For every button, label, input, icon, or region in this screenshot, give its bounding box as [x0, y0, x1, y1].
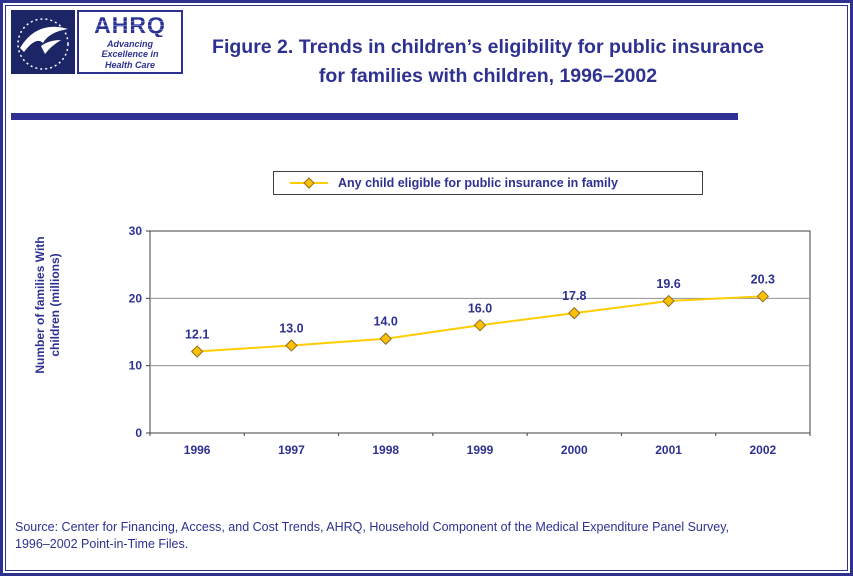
data-point-marker [379, 332, 392, 345]
x-tick-label: 1998 [372, 443, 399, 457]
legend-label: Any child eligible for public insurance … [338, 176, 618, 190]
data-point-marker [756, 290, 770, 303]
y-tick-label: 0 [135, 426, 142, 440]
data-point-marker [568, 306, 581, 320]
data-label: 16.0 [468, 301, 492, 315]
data-label: 20.3 [751, 272, 775, 286]
y-tick-label: 10 [129, 359, 143, 373]
legend-diamond [303, 177, 315, 189]
x-tick-label: 1999 [467, 443, 494, 457]
y-tick-label: 30 [129, 224, 143, 238]
hhs-logo [11, 10, 75, 74]
data-label: 14.0 [374, 315, 398, 329]
page-title: Figure 2. Trends in children’s eligibili… [212, 36, 764, 88]
legend-marker-icon [290, 177, 328, 189]
data-point-marker [190, 345, 204, 358]
title-divider [11, 113, 738, 120]
data-point-marker [285, 339, 298, 352]
data-label: 13.0 [279, 321, 303, 335]
x-tick-label: 2000 [561, 443, 588, 457]
logo-block: AHRQ Advancing Excellence in Health Care [11, 10, 183, 74]
x-tick-label: 1997 [278, 443, 305, 457]
x-tick-label: 1996 [184, 443, 211, 457]
data-label: 19.6 [656, 277, 680, 291]
ahrq-wordmark: AHRQ [94, 11, 166, 38]
legend: Any child eligible for public insurance … [273, 171, 703, 195]
source-note: Source: Center for Financing, Access, an… [15, 520, 730, 551]
data-point-marker [473, 319, 487, 332]
y-tick-label: 20 [129, 291, 143, 305]
ahrq-logo: AHRQ Advancing Excellence in Health Care [77, 10, 183, 74]
data-label: 12.1 [185, 328, 209, 342]
ahrq-tagline: Advancing Excellence in Health Care [101, 38, 159, 70]
hhs-eagle-icon [11, 10, 75, 74]
data-label: 17.8 [562, 289, 586, 303]
x-tick-label: 2002 [750, 443, 777, 457]
line-chart: 0 10 20 30 1996 1997 1998 1999 2000 2001 2002 12.1 1… [129, 224, 811, 457]
plot-area [149, 230, 811, 434]
y-axis-label: Number of families With children (millio… [33, 236, 62, 374]
x-tick-label: 2001 [655, 443, 682, 457]
data-point-marker [662, 294, 675, 308]
